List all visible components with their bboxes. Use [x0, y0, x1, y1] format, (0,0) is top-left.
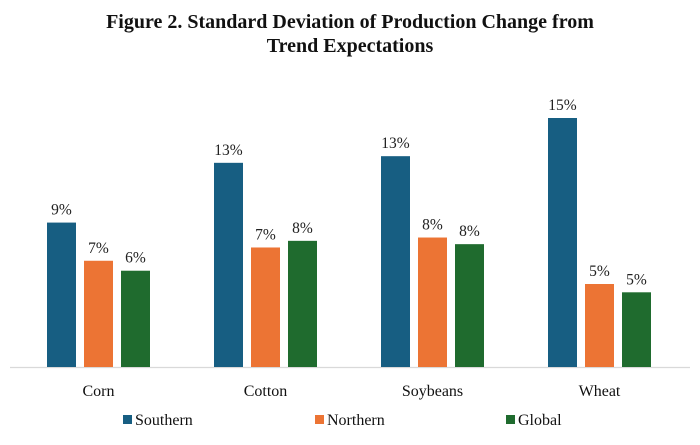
chart-title-line-1: Figure 2. Standard Deviation of Producti…	[106, 11, 594, 33]
data-label-cotton-global: 8%	[292, 220, 313, 237]
bar-cotton-southern	[214, 162, 243, 367]
legend-label-global: Global	[518, 412, 562, 429]
chart-title-line-2: Trend Expectations	[266, 35, 434, 57]
bar-wheat-global	[622, 292, 651, 367]
x-tick-label-soybeans: Soybeans	[402, 383, 463, 400]
bar-soybeans-southern	[381, 156, 410, 367]
data-label-wheat-northern: 5%	[589, 263, 610, 280]
bar-cotton-global	[288, 240, 317, 367]
bar-corn-global	[121, 270, 150, 367]
x-tick-label-corn: Corn	[83, 383, 115, 400]
bar-cotton-northern	[251, 247, 280, 367]
data-label-cotton-southern: 13%	[214, 142, 243, 159]
data-label-soybeans-global: 8%	[459, 223, 480, 240]
legend-label-southern: Southern	[135, 412, 193, 429]
data-label-wheat-southern: 15%	[548, 97, 577, 114]
data-label-corn-global: 6%	[125, 250, 146, 267]
data-label-wheat-global: 5%	[626, 271, 647, 288]
chart-title: Figure 2. Standard Deviation of Producti…	[0, 10, 700, 58]
x-tick-label-wheat: Wheat	[579, 383, 621, 400]
bar-soybeans-global	[455, 244, 484, 367]
legend-swatch-northern	[315, 415, 324, 424]
data-label-soybeans-northern: 8%	[422, 217, 443, 234]
bar-wheat-southern	[548, 118, 577, 367]
legend-swatch-global	[506, 415, 515, 424]
x-tick-label-cotton: Cotton	[244, 383, 288, 400]
data-label-corn-southern: 9%	[51, 202, 72, 219]
bar-corn-northern	[84, 260, 113, 367]
legend-label-northern: Northern	[327, 412, 385, 429]
bar-corn-southern	[47, 222, 76, 367]
legend-swatch-southern	[123, 415, 132, 424]
bar-soybeans-northern	[418, 237, 447, 367]
data-label-soybeans-southern: 13%	[381, 135, 410, 152]
data-label-cotton-northern: 7%	[255, 226, 276, 243]
data-label-corn-northern: 7%	[88, 240, 109, 257]
bar-wheat-northern	[585, 284, 614, 367]
